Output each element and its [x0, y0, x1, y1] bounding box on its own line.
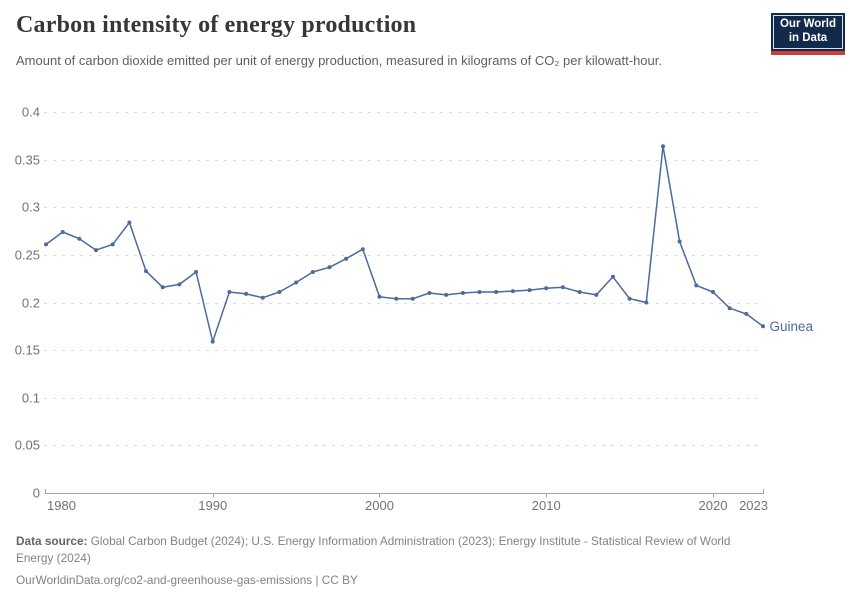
y-tick-label: 0.05 — [15, 438, 40, 453]
data-point — [677, 239, 682, 244]
data-source-text-line1: Global Carbon Budget (2024); U.S. Energy… — [87, 534, 731, 548]
data-point — [627, 296, 632, 301]
data-point — [210, 339, 215, 344]
data-point — [527, 288, 532, 293]
data-point — [761, 324, 765, 329]
data-point — [44, 242, 48, 247]
data-point — [560, 285, 565, 290]
data-point — [360, 247, 365, 252]
data-point — [594, 292, 599, 297]
x-tick-label: 1990 — [198, 498, 227, 513]
x-tick-label: 2020 — [699, 498, 728, 513]
data-point — [277, 290, 282, 294]
y-tick-label: 0.4 — [22, 105, 40, 120]
line-chart-plot-area: 0 0.05 0.1 0.15 0.2 0.25 0.3 0.35 0.4 1980 1990 200… — [15, 105, 814, 514]
data-point — [744, 311, 749, 316]
data-source-label: Data source: — [16, 534, 88, 548]
data-point — [94, 248, 98, 253]
chart-subtitle: Amount of carbon dioxide emitted per uni… — [16, 53, 662, 68]
data-point — [410, 296, 415, 301]
data-point — [294, 280, 299, 285]
data-point — [577, 290, 582, 294]
y-tick-label: 0.25 — [15, 248, 40, 263]
data-point — [310, 270, 315, 274]
data-point — [60, 230, 65, 234]
data-source-text-line2: Energy (2024) — [16, 550, 91, 565]
y-tick-label: 0.2 — [22, 296, 40, 311]
x-tick-label: 2000 — [365, 498, 394, 513]
y-tick-label: 0.1 — [22, 391, 40, 406]
data-point — [427, 291, 432, 295]
data-point — [260, 295, 265, 300]
chart-footer: Data source: Global Carbon Budget (2024)… — [16, 533, 806, 589]
owid-logo[interactable]: Our World in Data — [771, 13, 845, 56]
data-point — [727, 306, 732, 311]
data-point — [327, 265, 332, 270]
data-point — [494, 290, 499, 294]
data-point — [127, 220, 132, 225]
data-point — [544, 286, 549, 291]
x-tick-label: 1980 — [47, 498, 76, 513]
x-tick-label: 2010 — [532, 498, 561, 513]
citation-link[interactable]: OurWorldinData.org/co2-and-greenhouse-ga… — [16, 572, 358, 587]
data-point — [711, 290, 715, 294]
data-point — [377, 294, 382, 299]
y-tick-label: 0.35 — [15, 153, 40, 168]
y-tick-label: 0.15 — [15, 343, 40, 358]
data-point — [244, 291, 249, 296]
data-point — [694, 283, 699, 288]
data-point — [194, 270, 199, 274]
y-tick-label: 0.3 — [22, 200, 40, 215]
data-point — [661, 144, 665, 149]
y-tick-label: 0 — [33, 486, 40, 501]
data-point — [77, 236, 82, 241]
data-point — [644, 300, 649, 305]
x-tick-label: 2023 — [739, 498, 768, 513]
data-point — [460, 291, 465, 295]
data-point — [344, 256, 349, 261]
owid-logo-text: Our World in Data — [773, 15, 843, 50]
data-source-note: Data source: Global Carbon Budget (2024)… — [16, 533, 806, 567]
data-point — [144, 269, 148, 274]
data-point — [110, 242, 115, 247]
owid-logo-line1: Our World — [779, 18, 836, 30]
owid-logo-line2: in Data — [788, 31, 828, 44]
series-line — [45, 145, 764, 343]
series-end-label: Guinea — [770, 319, 814, 334]
data-point — [227, 290, 232, 294]
chart-title: Carbon intensity of energy production — [16, 12, 417, 38]
data-point — [160, 285, 165, 290]
data-point — [444, 292, 449, 297]
data-point — [510, 289, 515, 294]
data-point — [610, 274, 615, 279]
data-point — [477, 290, 482, 294]
data-point — [177, 282, 182, 287]
data-point — [394, 296, 399, 301]
